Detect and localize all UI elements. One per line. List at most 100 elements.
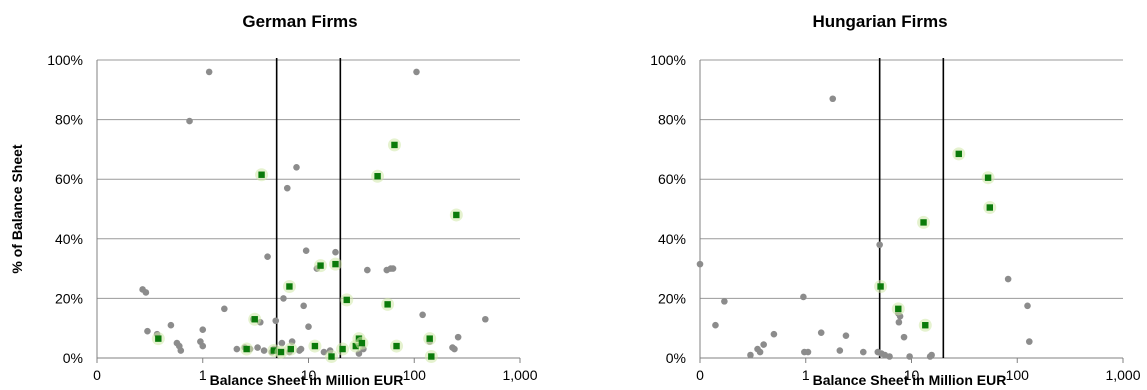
data-point — [1004, 275, 1012, 283]
data-point — [804, 348, 812, 356]
x-axis-label: Balance Sheet in Million EUR — [813, 372, 1007, 388]
data-point — [906, 353, 913, 360]
data-point — [895, 305, 902, 313]
y-tick-label: 0% — [63, 350, 83, 366]
data-point — [328, 353, 335, 360]
x-tick-label: 1,000 — [1105, 367, 1140, 383]
data-point — [302, 247, 310, 255]
chart-title: German Firms — [242, 12, 357, 31]
series-2 — [151, 138, 463, 364]
data-point — [393, 342, 400, 350]
data-point — [300, 302, 307, 310]
data-point — [800, 293, 807, 301]
data-point — [482, 315, 489, 323]
data-point — [900, 333, 908, 341]
x-tick-label: 0 — [93, 367, 101, 383]
data-point — [984, 174, 992, 181]
y-tick-label: 20% — [55, 290, 83, 306]
data-point — [453, 211, 460, 219]
chart-title: Hungarian Firms — [812, 12, 947, 31]
data-point — [270, 347, 278, 354]
data-point — [352, 342, 359, 350]
data-point — [922, 322, 929, 329]
data-point — [287, 345, 294, 353]
data-point — [199, 326, 207, 333]
data-point — [391, 141, 398, 149]
data-point — [829, 95, 837, 103]
x-tick-label: 100 — [1006, 367, 1030, 383]
y-tick-label: 60% — [55, 171, 83, 187]
data-point — [886, 353, 893, 360]
chart-panel-2: 0% 20% 40% 60% 80% 100% 0 1 10 100 1,000 Hungarian … — [650, 12, 1141, 388]
data-point — [721, 298, 728, 305]
data-point — [877, 283, 884, 290]
data-point — [920, 219, 927, 226]
data-point — [305, 323, 312, 331]
data-point — [280, 295, 287, 302]
data-point — [205, 68, 213, 76]
data-point — [842, 332, 850, 339]
data-point — [756, 348, 764, 356]
data-point — [144, 327, 151, 335]
data-point — [343, 296, 350, 304]
data-point — [260, 347, 268, 354]
data-point — [859, 348, 867, 356]
chart-panel-1: 0% 20% 40% 60% 80% 100% 0 1 10 100 1,000 German Fir… — [9, 12, 538, 388]
series-1 — [696, 95, 1033, 360]
y-tick-label: 40% — [55, 231, 83, 247]
data-point — [955, 150, 962, 158]
data-point — [142, 289, 150, 296]
data-point — [293, 163, 300, 171]
series-2 — [874, 147, 997, 332]
x-axis-label: Balance Sheet in Million EUR — [210, 372, 404, 388]
data-point — [413, 68, 420, 76]
data-point — [928, 351, 935, 359]
data-point — [332, 248, 339, 256]
data-point — [895, 318, 903, 326]
data-point — [272, 317, 280, 325]
data-point — [278, 339, 286, 347]
y-axis-label: % of Balance Sheet — [9, 144, 25, 273]
x-tick-label: 1 — [802, 367, 810, 383]
data-point — [454, 333, 462, 341]
data-point — [320, 348, 328, 356]
y-tick-label: 20% — [658, 290, 686, 306]
data-point — [836, 347, 844, 354]
x-tick-label: 100 — [403, 367, 427, 383]
data-point — [374, 173, 381, 180]
y-tick-label: 60% — [658, 171, 686, 187]
data-point — [155, 335, 162, 342]
data-point — [384, 301, 391, 308]
data-point — [817, 329, 825, 336]
data-point — [428, 353, 435, 360]
data-point — [317, 262, 324, 269]
y-tick-label: 40% — [658, 231, 686, 247]
data-point — [243, 345, 250, 353]
series-1 — [139, 68, 489, 357]
data-point — [876, 241, 883, 249]
data-point — [760, 341, 767, 348]
data-point — [221, 305, 228, 313]
data-point — [364, 266, 371, 274]
data-point — [297, 345, 305, 353]
data-point — [419, 311, 426, 319]
y-tick-label: 80% — [55, 112, 83, 128]
data-point — [283, 184, 291, 192]
data-point — [1025, 338, 1033, 345]
data-point — [696, 260, 704, 268]
data-point — [986, 204, 993, 211]
y-tick-label: 80% — [658, 112, 686, 128]
data-point — [186, 117, 193, 125]
x-tick-label: 10 — [301, 367, 317, 383]
y-tick-label: 100% — [650, 52, 686, 68]
data-point — [389, 265, 397, 272]
data-point — [199, 342, 207, 350]
data-point — [712, 321, 719, 329]
x-tick-label: 1,000 — [502, 367, 537, 383]
x-tick-label: 10 — [904, 367, 920, 383]
x-tick-label: 0 — [696, 367, 704, 383]
data-point — [747, 351, 754, 359]
data-point — [770, 330, 778, 338]
data-point — [258, 171, 265, 178]
